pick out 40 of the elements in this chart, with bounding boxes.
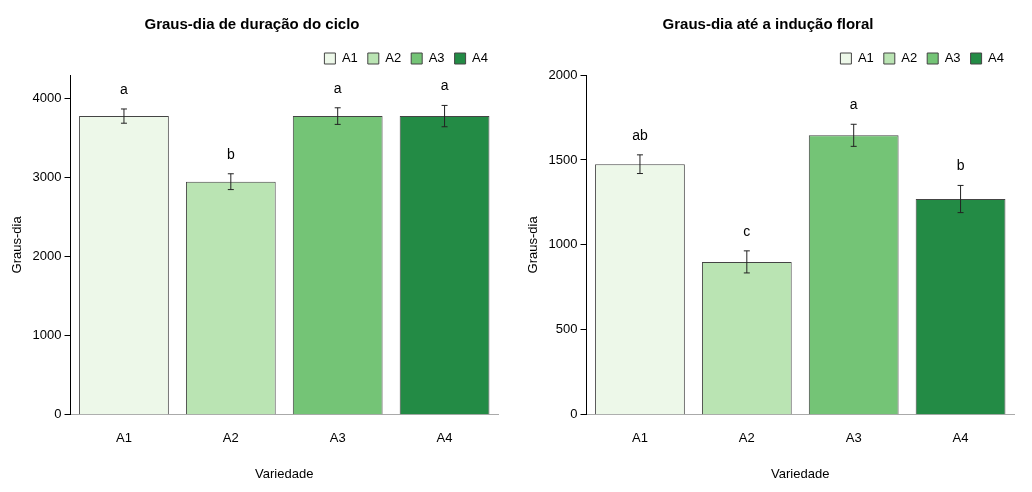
legend-label: A4 xyxy=(988,50,1005,66)
y-tick-label: 2000 xyxy=(32,248,62,264)
x-tick-label: A1 xyxy=(632,430,648,446)
annotation: b xyxy=(226,145,235,162)
legend-label: A1 xyxy=(341,50,358,66)
x-axis-title: Variedade xyxy=(255,465,314,481)
legend-label: A1 xyxy=(857,50,874,66)
annotation: a xyxy=(120,80,129,97)
x-tick-label: A4 xyxy=(952,430,969,446)
x-tick-label: A3 xyxy=(845,430,862,446)
y-tick-label: 500 xyxy=(555,321,578,337)
y-axis-title: Graus-dia xyxy=(9,215,25,274)
chart-title: Graus-dia até a indução floral xyxy=(662,15,874,33)
x-tick-label: A2 xyxy=(222,430,239,446)
legend-label: A2 xyxy=(385,50,402,66)
legend-label: A4 xyxy=(472,50,489,66)
x-tick-label: A3 xyxy=(329,430,346,446)
y-tick-label: 0 xyxy=(54,406,62,422)
y-tick-label: 1000 xyxy=(548,236,578,252)
y-tick-label: 3000 xyxy=(32,169,62,185)
chart-title: Graus-dia de duração do ciclo xyxy=(144,15,360,33)
y-axis-title: Graus-dia xyxy=(525,215,541,274)
x-tick-label: A2 xyxy=(738,430,755,446)
annotation: a xyxy=(440,77,449,94)
y-tick-label: 4000 xyxy=(32,90,62,106)
x-axis-title: Variedade xyxy=(771,465,830,481)
legend-label: A3 xyxy=(944,50,961,66)
annotation: c xyxy=(743,222,751,239)
y-tick-label: 1500 xyxy=(548,151,578,167)
annotation: a xyxy=(333,79,342,96)
annotation: b xyxy=(956,157,965,174)
y-tick-label: 1000 xyxy=(32,327,62,343)
x-tick-label: A1 xyxy=(116,430,132,446)
legend-label: A2 xyxy=(901,50,918,66)
y-tick-label: 2000 xyxy=(548,66,578,82)
legend-label: A3 xyxy=(428,50,445,66)
x-tick-label: A4 xyxy=(436,430,453,446)
annotation: ab xyxy=(632,126,648,143)
annotation: a xyxy=(849,96,858,113)
y-tick-label: 0 xyxy=(570,406,578,422)
